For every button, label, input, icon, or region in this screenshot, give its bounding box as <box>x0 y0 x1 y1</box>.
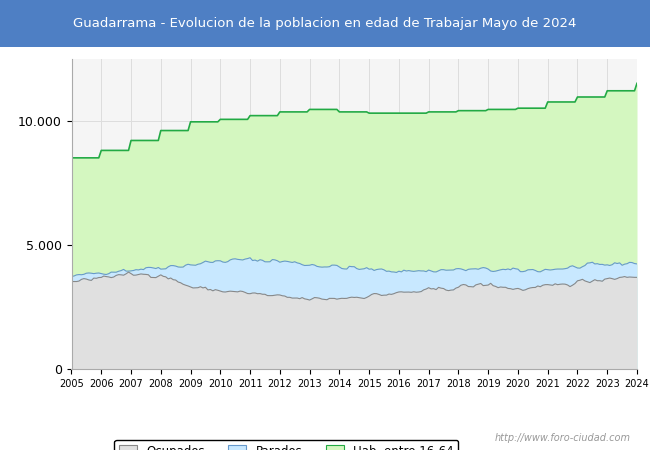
Legend: Ocupados, Parados, Hab. entre 16-64: Ocupados, Parados, Hab. entre 16-64 <box>114 440 458 450</box>
Text: Guadarrama - Evolucion de la poblacion en edad de Trabajar Mayo de 2024: Guadarrama - Evolucion de la poblacion e… <box>73 17 577 30</box>
Text: http://www.foro-ciudad.com: http://www.foro-ciudad.com <box>495 433 630 443</box>
